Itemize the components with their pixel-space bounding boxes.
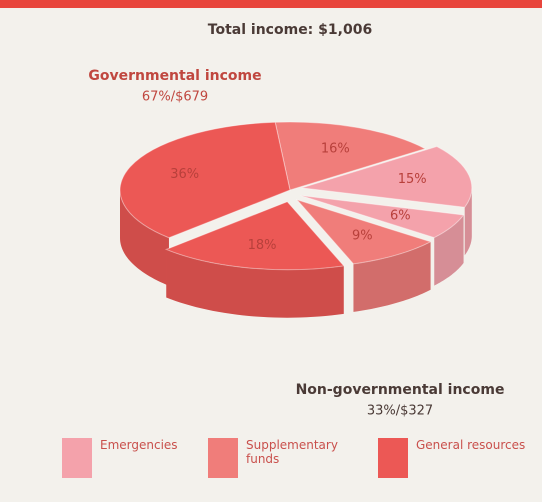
legend-swatch: [62, 438, 92, 478]
slice-label: 18%: [248, 238, 277, 253]
slice-shade: [434, 214, 464, 286]
slice-label: 15%: [398, 172, 427, 187]
legend-label: Emergencies: [100, 438, 178, 452]
legend-item: General resources: [378, 438, 526, 478]
slice-side: [166, 249, 344, 318]
slice-label: 9%: [352, 229, 373, 244]
slice-side: [434, 214, 464, 286]
header-bar: [0, 0, 542, 8]
group-label: 33%/$327: [367, 404, 433, 419]
slice-label: 6%: [390, 209, 411, 224]
legend-label: General resources: [416, 438, 526, 452]
slice-label: 16%: [321, 141, 350, 156]
slice-shade: [464, 187, 472, 256]
chart: Total income: $1,006 Governmental income…: [0, 0, 542, 419]
legend-item: Supplementary funds: [208, 438, 356, 478]
group-label: 67%/$679: [142, 90, 208, 105]
slice-shade: [120, 190, 169, 286]
legend-item: Emergencies: [62, 438, 210, 478]
slice: [300, 195, 465, 239]
slice-side: [120, 190, 169, 286]
group-name: Non-governmental income: [296, 382, 505, 398]
slice: [119, 121, 291, 239]
group-name: Governmental income: [88, 68, 261, 84]
slice-side: [353, 241, 431, 312]
slice-side: [464, 187, 472, 256]
slice: [301, 145, 473, 208]
slice: [295, 198, 432, 265]
slice: [274, 121, 427, 191]
slice-shade: [166, 249, 344, 318]
chart-title: Total income: $1,006: [208, 22, 372, 38]
slice-label: 36%: [170, 167, 199, 182]
slice-shade: [353, 241, 431, 312]
slice: [164, 201, 345, 271]
legend-label: Supplementary funds: [246, 438, 338, 466]
legend-swatch: [208, 438, 238, 478]
legend-swatch: [378, 438, 408, 478]
